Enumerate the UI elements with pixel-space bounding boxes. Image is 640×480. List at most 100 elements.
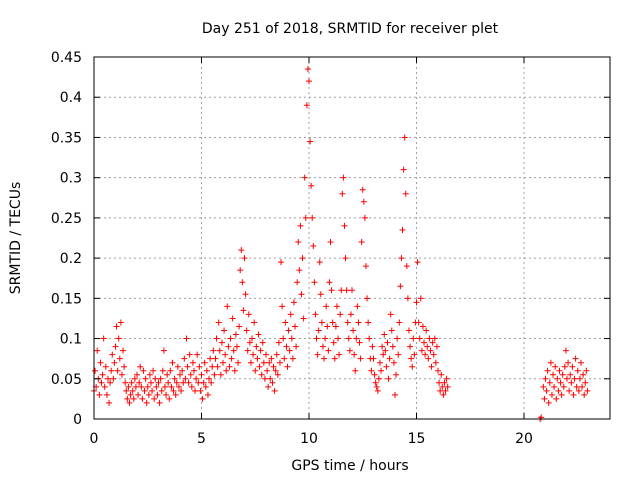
data-point — [558, 391, 565, 398]
data-point — [264, 367, 271, 374]
data-point — [142, 375, 149, 382]
data-point — [418, 347, 425, 354]
data-point — [319, 343, 326, 350]
data-point — [296, 267, 303, 274]
data-point — [136, 379, 143, 386]
data-point — [358, 239, 365, 246]
data-point — [146, 371, 153, 378]
data-point — [96, 391, 103, 398]
y-tick-label: 0.15 — [51, 291, 82, 307]
data-point — [424, 343, 431, 350]
y-axis-label: SRMTID / TECUs — [8, 182, 24, 295]
data-point — [183, 335, 190, 342]
data-point — [108, 367, 115, 374]
data-point — [405, 327, 412, 334]
data-point — [112, 343, 119, 350]
data-point — [302, 214, 309, 221]
data-point — [343, 287, 350, 294]
data-point — [364, 295, 371, 302]
data-point — [395, 351, 402, 358]
data-point — [109, 351, 116, 358]
data-point — [99, 371, 106, 378]
data-point — [554, 375, 561, 382]
data-point — [164, 371, 171, 378]
y-tick-label: 0.2 — [60, 251, 82, 267]
data-point — [430, 351, 437, 358]
data-point — [571, 375, 578, 382]
axis-ticks — [93, 56, 610, 420]
data-point — [572, 355, 579, 362]
data-point — [371, 371, 378, 378]
x-tick-label: 5 — [197, 431, 206, 447]
data-point — [331, 355, 338, 362]
data-point — [321, 355, 328, 362]
data-point — [92, 367, 99, 374]
data-point — [129, 387, 136, 394]
data-point — [186, 351, 193, 358]
data-point — [410, 335, 417, 342]
data-point — [196, 363, 203, 370]
data-point — [226, 363, 233, 370]
data-point — [398, 255, 405, 262]
data-point — [570, 391, 577, 398]
data-point — [230, 347, 237, 354]
data-point — [565, 359, 572, 366]
data-point — [200, 379, 207, 386]
data-point — [213, 335, 220, 342]
data-point — [245, 311, 252, 318]
data-point — [288, 335, 295, 342]
chart-title: Day 251 of 2018, SRMTID for receiver ple… — [202, 21, 499, 37]
data-point — [257, 347, 264, 354]
data-point — [577, 359, 584, 366]
data-point — [101, 383, 108, 390]
data-point — [280, 335, 287, 342]
data-point — [227, 335, 234, 342]
data-point — [438, 371, 445, 378]
data-point — [413, 299, 420, 306]
data-point — [389, 343, 396, 350]
data-point — [185, 379, 192, 386]
data-point — [551, 383, 558, 390]
data-point — [144, 383, 151, 390]
data-point — [188, 383, 195, 390]
data-point — [114, 367, 121, 374]
data-point — [373, 383, 380, 390]
data-point — [368, 367, 375, 374]
data-point — [181, 355, 188, 362]
data-point — [286, 347, 293, 354]
data-point — [104, 375, 111, 382]
data-point — [217, 371, 224, 378]
data-point — [326, 279, 333, 286]
data-point — [408, 355, 415, 362]
data-point — [297, 222, 304, 229]
data-point — [132, 383, 139, 390]
data-point — [354, 303, 361, 310]
data-point — [314, 351, 321, 358]
data-point — [370, 355, 377, 362]
data-point — [325, 347, 332, 354]
data-point — [259, 339, 266, 346]
data-point — [231, 367, 238, 374]
data-point — [574, 367, 581, 374]
data-point — [400, 166, 407, 173]
data-point — [221, 327, 228, 334]
data-point — [167, 367, 174, 374]
data-point — [303, 102, 310, 109]
data-point — [107, 379, 114, 386]
data-point — [229, 315, 236, 322]
data-points — [91, 66, 591, 422]
data-point — [179, 367, 186, 374]
data-point — [178, 387, 185, 394]
data-point — [352, 367, 359, 374]
data-point — [556, 367, 563, 374]
data-point — [547, 359, 554, 366]
data-point — [409, 363, 416, 370]
data-point — [177, 371, 183, 378]
data-point — [208, 379, 215, 386]
data-point — [339, 190, 346, 197]
data-point — [252, 367, 259, 374]
data-point — [207, 355, 214, 362]
data-point — [407, 343, 414, 350]
data-point — [182, 375, 189, 382]
